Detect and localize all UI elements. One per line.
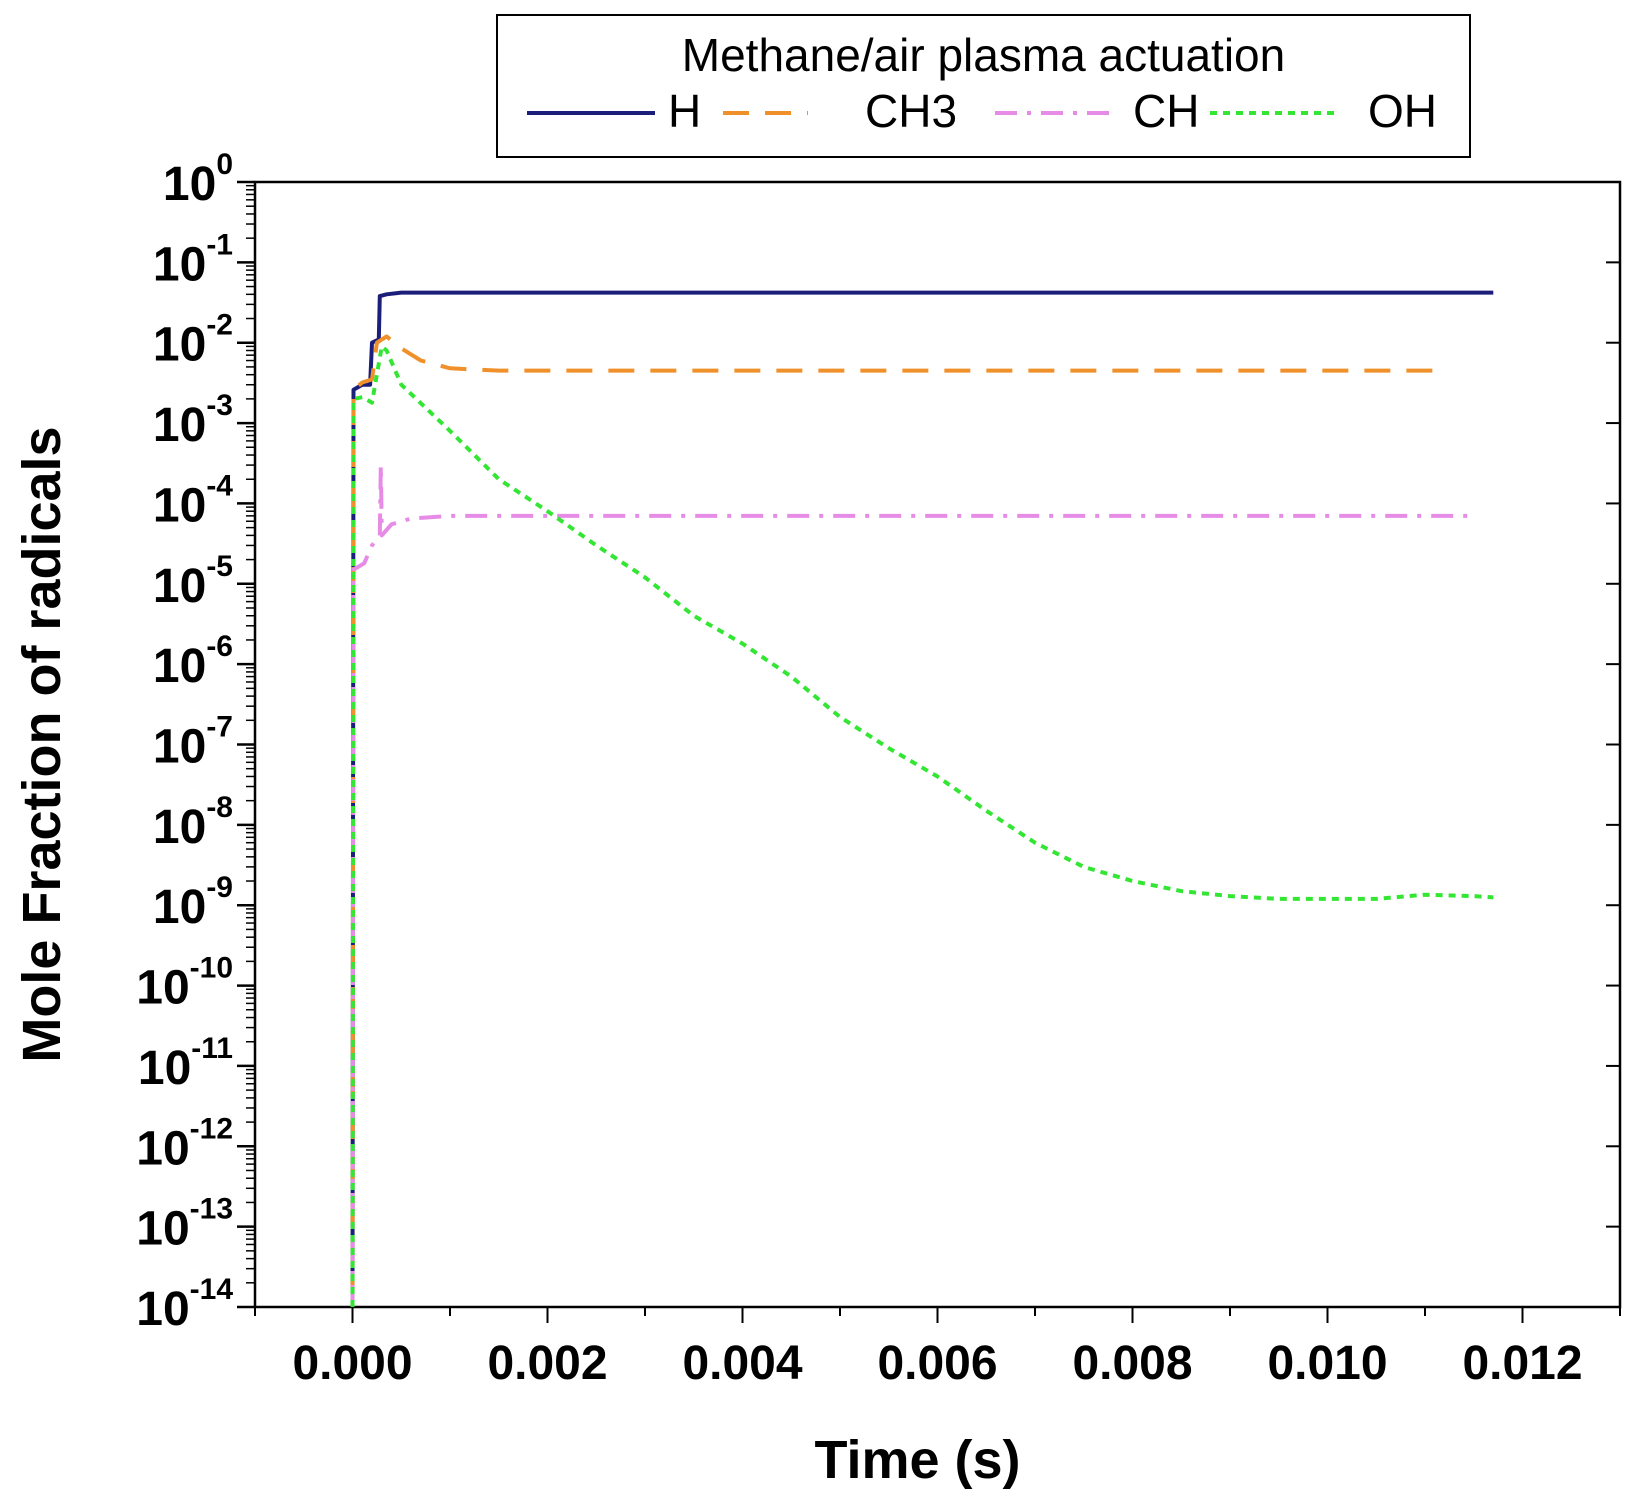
plot-area-border: [253, 180, 1622, 1309]
x-axis-title: Time (s): [814, 1430, 1020, 1490]
x-tick-label: 0.010: [1267, 1337, 1387, 1390]
x-tick-label: 0.006: [877, 1337, 997, 1390]
series-line-ch: [350, 463, 1474, 1308]
series-line-oh: [350, 344, 1494, 1308]
y-axis-title: Mole Fraction of radicals: [12, 426, 72, 1062]
legend-title: Methane/air plasma actuation: [682, 29, 1285, 81]
plot-frame: [253, 180, 1622, 1309]
y-tick-label: 10-6: [153, 630, 233, 693]
series-line-ch3: [350, 334, 1445, 1308]
legend-label-oh: OH: [1368, 85, 1437, 137]
x-tick-label: 0.004: [682, 1337, 802, 1390]
series-line-h: [350, 290, 1494, 1308]
y-tick-label: 10-13: [136, 1193, 233, 1256]
y-tick-label: 10-8: [153, 791, 233, 854]
axes: 0.000 0.002 0.004 0.006 0.008 0.010 0.012 100 10…: [12, 148, 1621, 1490]
x-tick-label: 0.002: [487, 1337, 607, 1390]
y-tick-label: 100: [163, 148, 233, 211]
x-tick-label: 0.012: [1462, 1337, 1582, 1390]
y-tick-label: 10-10: [136, 952, 233, 1015]
x-tick-label: 0.000: [292, 1337, 412, 1390]
y-tick-label: 10-12: [136, 1112, 233, 1175]
y-tick-label: 10-5: [153, 550, 233, 613]
y-tick-label: 10-14: [136, 1273, 233, 1336]
legend-label-ch: CH: [1133, 85, 1199, 137]
x-tick-label: 0.008: [1072, 1337, 1192, 1390]
y-tick-label: 10-3: [153, 389, 233, 452]
y-tick-label: 10-9: [153, 871, 233, 934]
y-tick-label: 10-1: [153, 228, 233, 291]
legend-label-h: H: [668, 85, 701, 137]
y-tick-label: 10-4: [153, 469, 233, 532]
series-group: [350, 290, 1494, 1308]
legend-label-ch3: CH3: [865, 85, 957, 137]
legend-box: [496, 14, 1471, 158]
y-tick-label: 10-11: [138, 1032, 233, 1095]
y-tick-label: 10-7: [153, 711, 233, 774]
y-tick-label: 10-2: [153, 309, 233, 372]
